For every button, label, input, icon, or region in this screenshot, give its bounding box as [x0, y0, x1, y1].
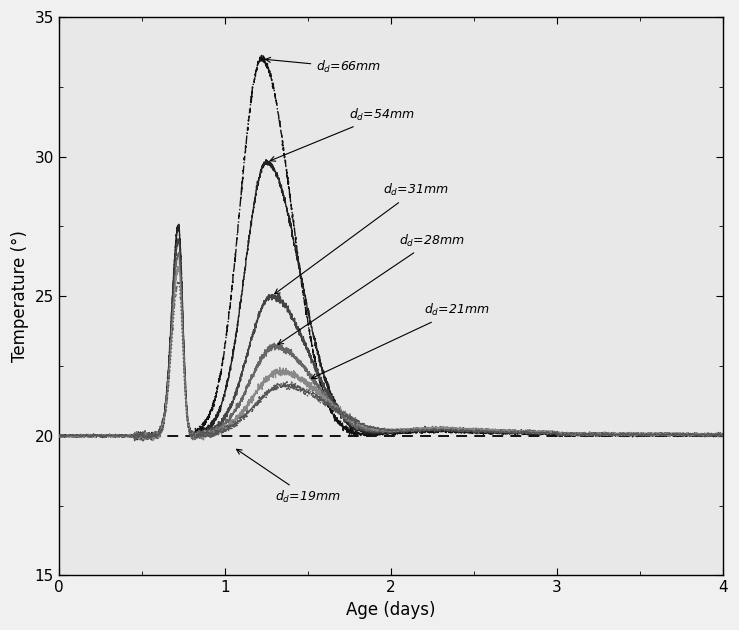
Text: $d_d$=66mm: $d_d$=66mm: [265, 57, 381, 76]
X-axis label: Age (days): Age (days): [347, 601, 436, 619]
Text: $d_d$=54mm: $d_d$=54mm: [270, 106, 415, 161]
Text: $d_d$=31mm: $d_d$=31mm: [275, 182, 449, 294]
Text: $d_d$=28mm: $d_d$=28mm: [278, 232, 465, 345]
Text: $d_d$=21mm: $d_d$=21mm: [312, 302, 490, 379]
Y-axis label: Temperature (°): Temperature (°): [11, 231, 29, 362]
Text: $d_d$=19mm: $d_d$=19mm: [236, 449, 341, 505]
